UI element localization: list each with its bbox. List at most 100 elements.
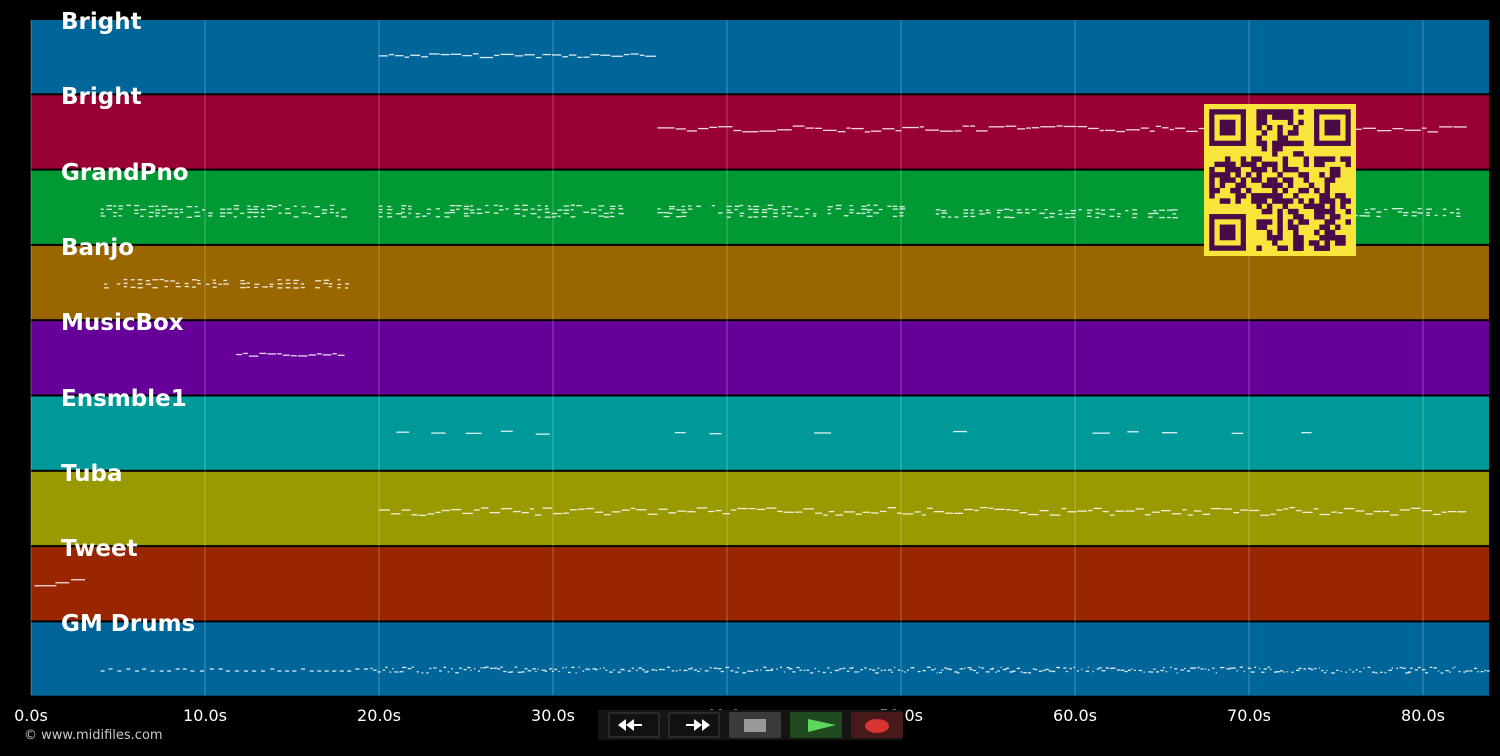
note bbox=[1447, 510, 1457, 513]
note bbox=[777, 129, 792, 131]
note bbox=[756, 508, 766, 511]
note bbox=[1005, 125, 1017, 127]
track-lane[interactable] bbox=[31, 20, 1489, 94]
note bbox=[1452, 667, 1454, 669]
note bbox=[1302, 511, 1313, 514]
note bbox=[725, 666, 730, 669]
note bbox=[892, 205, 898, 207]
note bbox=[489, 511, 500, 514]
note bbox=[1229, 667, 1233, 669]
fast-forward-button[interactable] bbox=[668, 712, 720, 738]
record-button[interactable] bbox=[851, 712, 903, 738]
note bbox=[113, 211, 118, 214]
note bbox=[233, 216, 237, 218]
track-lane[interactable] bbox=[31, 471, 1489, 546]
note bbox=[896, 512, 902, 514]
note bbox=[1132, 213, 1138, 215]
track-lane[interactable] bbox=[31, 245, 1489, 320]
note bbox=[854, 671, 858, 673]
note bbox=[1247, 667, 1252, 669]
note bbox=[1147, 216, 1153, 218]
rewind-button[interactable] bbox=[608, 712, 660, 738]
note bbox=[861, 212, 866, 214]
note bbox=[799, 215, 804, 218]
note bbox=[1081, 668, 1083, 671]
note bbox=[1484, 669, 1487, 672]
note bbox=[570, 209, 574, 211]
note bbox=[787, 205, 792, 208]
note bbox=[755, 669, 759, 671]
note bbox=[1390, 514, 1399, 516]
note bbox=[1367, 666, 1371, 669]
note bbox=[899, 208, 906, 210]
note bbox=[541, 669, 546, 671]
note bbox=[500, 430, 513, 432]
note bbox=[435, 667, 437, 669]
track-lane[interactable] bbox=[31, 396, 1489, 470]
note bbox=[1345, 671, 1347, 673]
note bbox=[641, 669, 645, 671]
note bbox=[1077, 125, 1088, 128]
note bbox=[277, 670, 282, 672]
note bbox=[647, 670, 649, 672]
note bbox=[1127, 431, 1139, 433]
note bbox=[985, 212, 991, 214]
note bbox=[1296, 669, 1300, 671]
note bbox=[1349, 668, 1351, 671]
note bbox=[301, 668, 306, 670]
track-lane[interactable] bbox=[31, 547, 1489, 621]
note bbox=[1355, 669, 1358, 671]
note bbox=[155, 205, 159, 207]
note bbox=[1117, 215, 1121, 218]
note bbox=[415, 216, 420, 218]
note bbox=[773, 212, 778, 214]
note bbox=[970, 212, 974, 214]
note bbox=[1161, 127, 1169, 129]
note bbox=[925, 129, 940, 131]
note bbox=[677, 510, 686, 512]
note bbox=[130, 286, 136, 288]
note bbox=[794, 215, 799, 218]
note bbox=[308, 354, 316, 356]
note bbox=[1184, 667, 1186, 670]
note bbox=[1291, 671, 1294, 673]
note bbox=[627, 670, 631, 672]
note bbox=[872, 669, 876, 671]
note bbox=[522, 215, 526, 217]
note bbox=[223, 279, 227, 282]
note bbox=[345, 283, 350, 285]
note bbox=[827, 667, 830, 669]
note bbox=[247, 205, 251, 207]
note bbox=[926, 507, 933, 509]
stop-button[interactable] bbox=[729, 712, 781, 738]
note bbox=[1149, 130, 1155, 132]
note bbox=[733, 129, 742, 132]
track-lane[interactable] bbox=[31, 622, 1489, 696]
note bbox=[618, 205, 622, 207]
note bbox=[421, 56, 429, 58]
play-button[interactable] bbox=[790, 712, 842, 738]
note bbox=[563, 212, 569, 215]
track-label: Bright bbox=[61, 9, 142, 35]
note bbox=[191, 279, 198, 281]
note bbox=[1289, 506, 1296, 509]
note bbox=[708, 510, 715, 513]
note bbox=[401, 205, 407, 207]
note bbox=[747, 205, 751, 207]
note bbox=[862, 511, 870, 513]
note bbox=[426, 208, 432, 210]
note bbox=[145, 280, 150, 282]
note bbox=[524, 667, 528, 670]
note bbox=[1174, 668, 1178, 670]
note bbox=[126, 204, 131, 206]
note bbox=[1148, 671, 1151, 673]
track-lane[interactable] bbox=[31, 321, 1489, 395]
note bbox=[466, 432, 482, 434]
track-label: Bright bbox=[61, 84, 142, 111]
track-label: MusicBox bbox=[61, 310, 184, 337]
note bbox=[474, 668, 476, 670]
note bbox=[1388, 669, 1393, 671]
note bbox=[976, 130, 988, 132]
note bbox=[373, 669, 377, 671]
note bbox=[1095, 216, 1100, 219]
